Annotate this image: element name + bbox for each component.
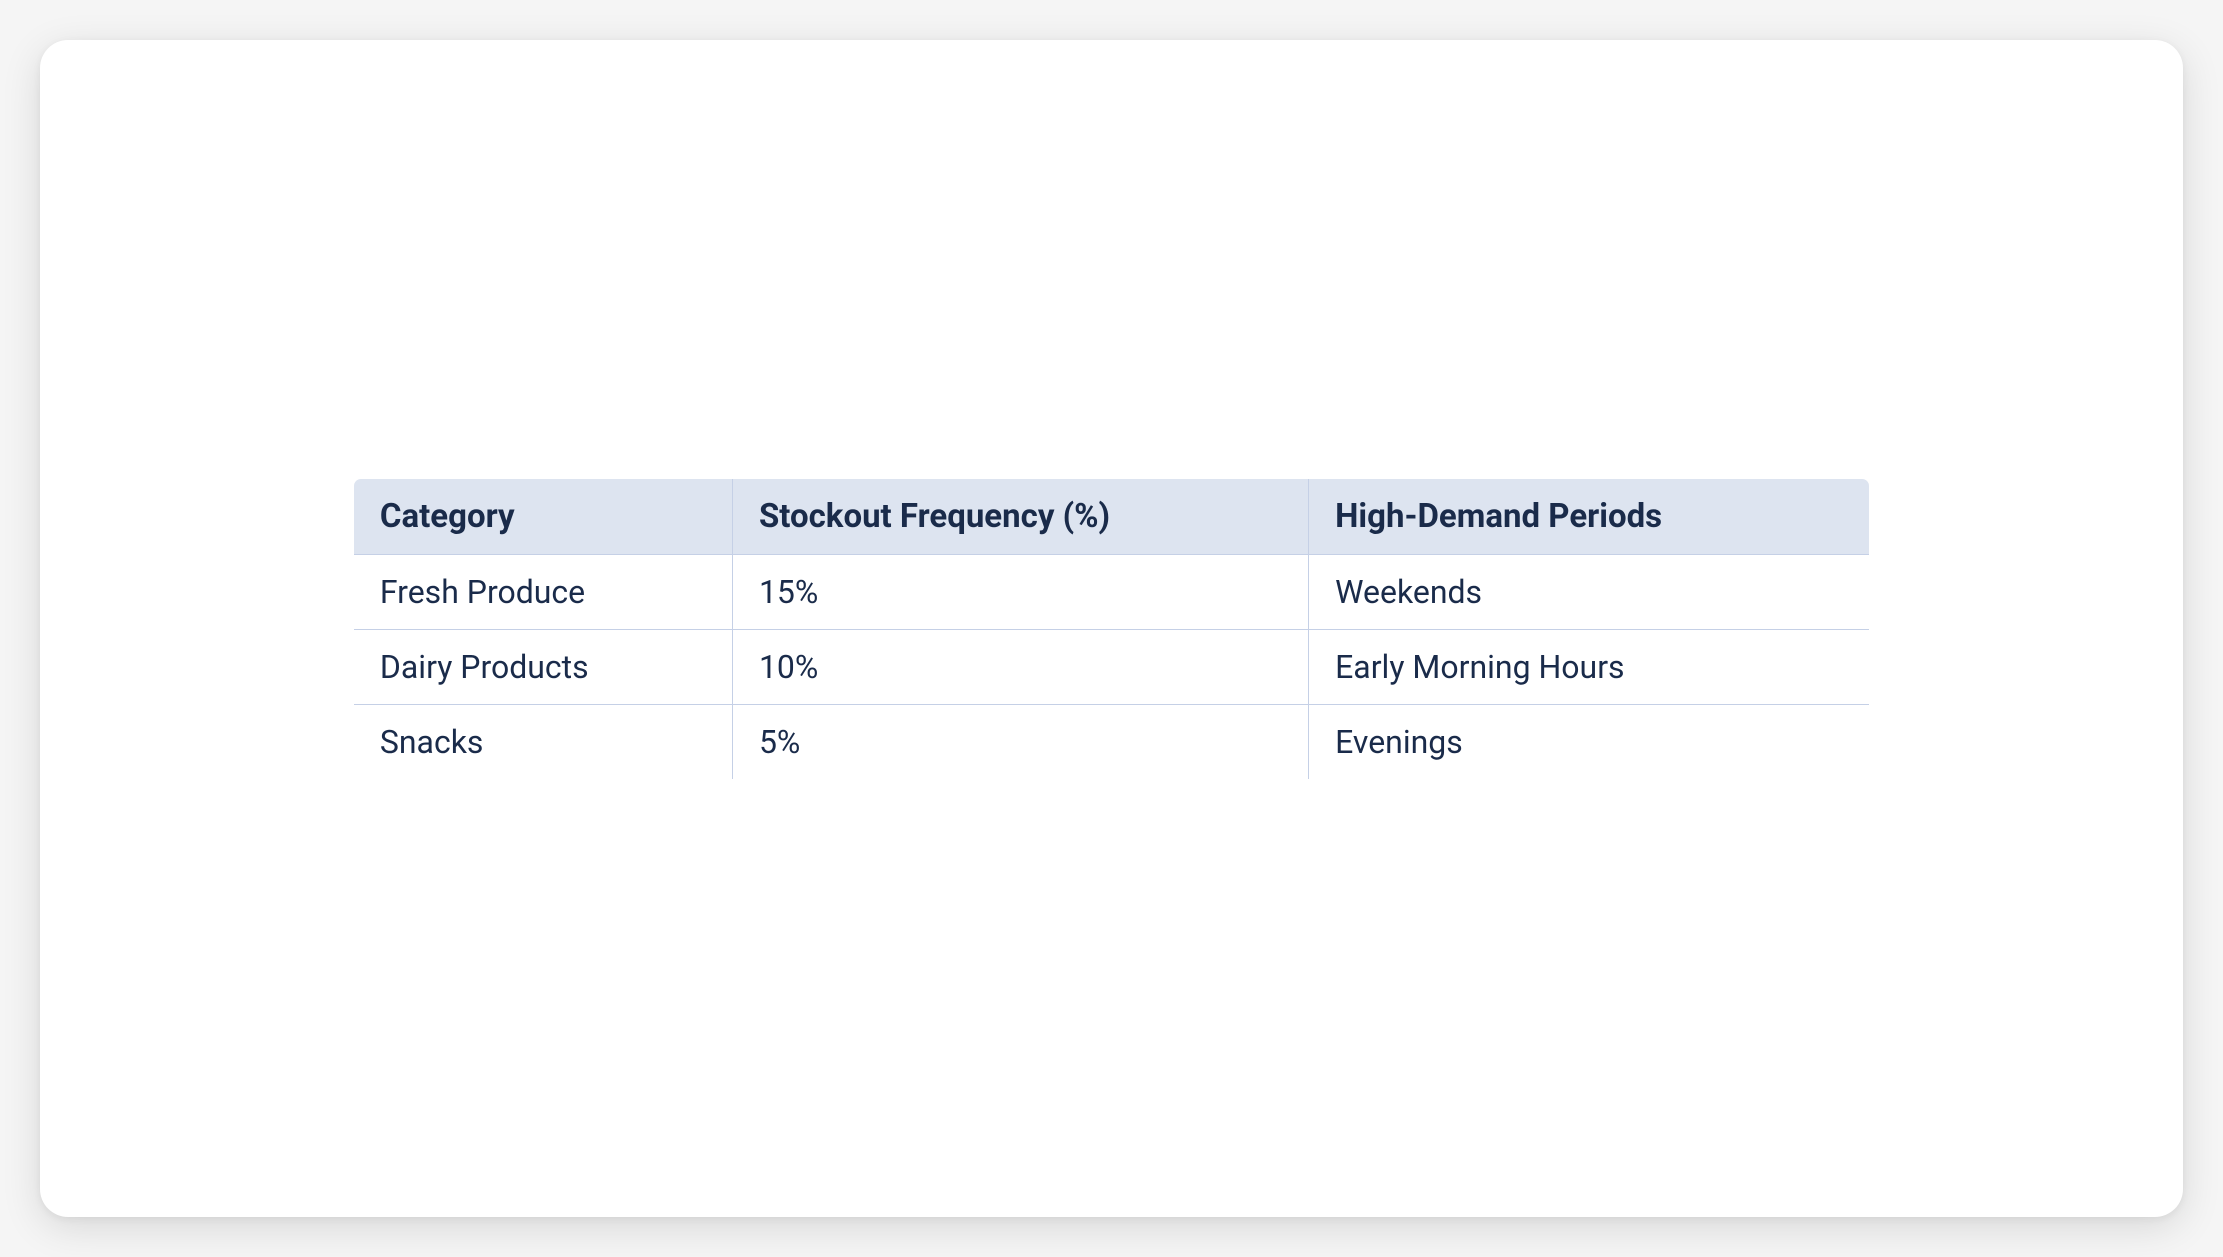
cell-high-demand-periods: Evenings <box>1309 704 1870 779</box>
cell-category: Snacks <box>353 704 732 779</box>
table-row: Snacks 5% Evenings <box>353 704 1869 779</box>
column-header-stockout-frequency: Stockout Frequency (%) <box>732 478 1308 554</box>
column-header-high-demand-periods: High-Demand Periods <box>1309 478 1870 554</box>
cell-stockout-frequency: 10% <box>732 629 1308 704</box>
cell-stockout-frequency: 15% <box>732 554 1308 629</box>
cell-category: Dairy Products <box>353 629 732 704</box>
table-header-row: Category Stockout Frequency (%) High-Dem… <box>353 478 1869 554</box>
table-body: Fresh Produce 15% Weekends Dairy Product… <box>353 554 1869 779</box>
column-header-category: Category <box>353 478 732 554</box>
cell-stockout-frequency: 5% <box>732 704 1308 779</box>
table-header: Category Stockout Frequency (%) High-Dem… <box>353 478 1869 554</box>
cell-high-demand-periods: Early Morning Hours <box>1309 629 1870 704</box>
table-row: Fresh Produce 15% Weekends <box>353 554 1869 629</box>
cell-high-demand-periods: Weekends <box>1309 554 1870 629</box>
cell-category: Fresh Produce <box>353 554 732 629</box>
table-container: Category Stockout Frequency (%) High-Dem… <box>353 478 1870 780</box>
content-card: Category Stockout Frequency (%) High-Dem… <box>40 40 2183 1217</box>
stockout-table: Category Stockout Frequency (%) High-Dem… <box>353 478 1870 780</box>
table-row: Dairy Products 10% Early Morning Hours <box>353 629 1869 704</box>
